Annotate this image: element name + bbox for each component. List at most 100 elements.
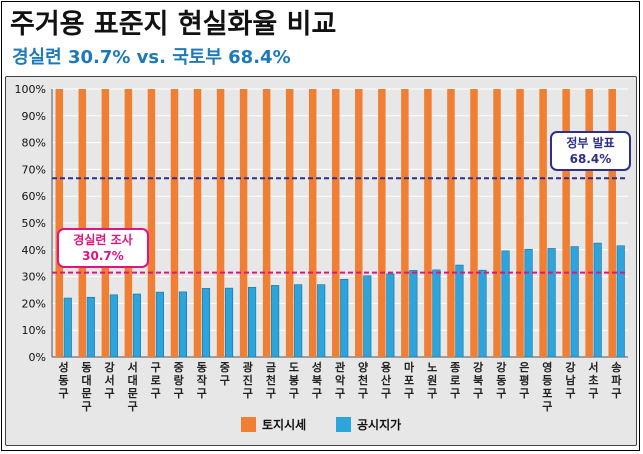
y-tick-label: 100% — [15, 83, 46, 96]
x-tick-label: 산 — [381, 373, 391, 387]
government-callout-label: 정부 발표 — [566, 135, 614, 150]
bar-land-price — [516, 89, 524, 357]
x-tick-label: 용 — [381, 361, 391, 374]
y-tick-label: 80% — [22, 137, 46, 150]
bar-land-price — [285, 89, 294, 357]
bar-land-price — [378, 89, 386, 357]
bar-land-price — [147, 89, 156, 357]
legend: 토지시세 공시지가 — [241, 417, 401, 432]
y-tick-label: 20% — [22, 297, 46, 310]
bar-land-price — [55, 89, 64, 357]
x-tick-label: 남 — [565, 374, 575, 387]
bar-land-price — [539, 89, 547, 357]
x-tick-label: 서 — [588, 360, 598, 374]
ccej-callout-value: 30.7% — [82, 249, 124, 263]
bar-official-price — [201, 288, 211, 358]
x-tick-label: 강 — [473, 360, 483, 374]
bar-land-price — [585, 89, 593, 357]
x-tick-label: 대 — [81, 373, 91, 387]
y-tick-label: 60% — [22, 190, 46, 203]
x-tick-label: 은 — [519, 361, 529, 374]
x-tick-label: 원 — [427, 373, 437, 387]
x-tick-label: 동 — [58, 374, 68, 387]
chart-panel: 0% 10% 20% 30% 40% 50% 60% 70% 80% 90% 100% 정부 발표 6… — [5, 76, 637, 446]
bar-land-price — [308, 89, 317, 357]
x-tick-label: 문 — [81, 387, 91, 400]
y-axis-ticks: 0% 10% 20% 30% 40% 50% 60% 70% 80% 90% 100% — [15, 83, 46, 364]
x-tick-label: 구 — [473, 387, 483, 400]
bar-official-price — [547, 248, 556, 358]
bar-official-price — [109, 294, 118, 358]
x-tick-label: 동 — [496, 374, 506, 387]
bar-land-price — [124, 89, 133, 357]
x-tick-label: 북 — [312, 373, 322, 387]
x-tick-label: 로 — [151, 374, 161, 387]
x-tick-label: 구 — [58, 387, 68, 400]
y-tick-label: 0% — [29, 351, 46, 364]
x-tick-label: 구 — [312, 387, 322, 400]
bar-official-price — [294, 284, 303, 358]
x-tick-label: 구 — [151, 361, 161, 374]
legend-swatch-land-price — [241, 417, 256, 432]
bar-official-price — [178, 291, 188, 358]
x-tick-label: 구 — [243, 387, 253, 400]
x-axis-labels: 성동구동대문구강서구서대문구구로구중랑구동작구중구광진구금천구도봉구성북구관악구… — [58, 360, 622, 413]
x-tick-label: 서 — [128, 360, 138, 374]
bar-land-price — [355, 89, 363, 357]
page-subtitle: 경실련 30.7% vs. 국토부 68.4% — [12, 47, 291, 68]
x-tick-label: 구 — [128, 400, 138, 413]
x-tick-label: 노 — [427, 361, 437, 374]
x-tick-label: 구 — [450, 387, 460, 400]
bar-official-price — [478, 269, 487, 358]
x-tick-label: 구 — [197, 387, 207, 400]
y-tick-label: 10% — [22, 324, 46, 337]
bar-chart: 0% 10% 20% 30% 40% 50% 60% 70% 80% 90% 100% 정부 발표 6… — [15, 83, 631, 432]
bar-land-price — [470, 89, 478, 357]
x-tick-label: 마 — [404, 360, 415, 374]
x-tick-label: 구 — [174, 387, 184, 400]
bar-land-price — [170, 89, 179, 357]
x-tick-label: 북 — [473, 373, 483, 387]
x-tick-label: 포 — [542, 387, 552, 400]
bars — [55, 89, 625, 358]
x-tick-label: 광 — [243, 361, 253, 374]
bar-land-price — [101, 89, 110, 357]
x-tick-label: 로 — [450, 374, 460, 387]
bar-official-price — [155, 291, 164, 358]
bar-official-price — [317, 284, 326, 358]
x-tick-label: 강 — [496, 360, 506, 374]
y-tick-label: 30% — [22, 271, 46, 284]
bar-official-price — [616, 245, 625, 358]
x-tick-label: 관 — [335, 360, 345, 374]
y-tick-label: 70% — [22, 163, 46, 176]
legend-swatch-official-price — [336, 417, 351, 432]
bar-land-price — [239, 89, 248, 357]
x-tick-label: 구 — [427, 387, 437, 400]
x-tick-label: 종 — [450, 361, 460, 374]
x-tick-label: 구 — [588, 387, 598, 400]
government-callout-box — [550, 131, 631, 171]
x-tick-label: 천 — [266, 373, 276, 387]
bar-official-price — [225, 287, 234, 358]
bar-official-price — [501, 250, 510, 358]
x-tick-label: 도 — [289, 361, 299, 374]
bar-land-price — [447, 89, 455, 357]
x-tick-label: 서 — [105, 373, 115, 387]
x-tick-label: 구 — [289, 387, 299, 400]
x-tick-label: 구 — [381, 387, 391, 400]
page-title: 주거용 표준지 현실화율 비교 — [10, 9, 337, 40]
x-tick-label: 봉 — [289, 374, 299, 387]
bar-official-price — [524, 248, 533, 358]
ccej-callout-box — [57, 228, 149, 268]
x-tick-label: 양 — [358, 360, 368, 374]
bar-land-price — [262, 89, 271, 357]
bar-official-price — [455, 264, 464, 358]
bar-official-price — [132, 293, 141, 358]
x-tick-label: 동 — [81, 361, 91, 374]
x-tick-label: 구 — [151, 387, 161, 400]
x-tick-label: 구 — [81, 400, 91, 413]
x-tick-label: 랑 — [174, 374, 184, 387]
x-tick-label: 천 — [358, 373, 368, 387]
legend-label-official-price: 공시지가 — [357, 417, 401, 432]
y-tick-label: 50% — [22, 217, 46, 230]
